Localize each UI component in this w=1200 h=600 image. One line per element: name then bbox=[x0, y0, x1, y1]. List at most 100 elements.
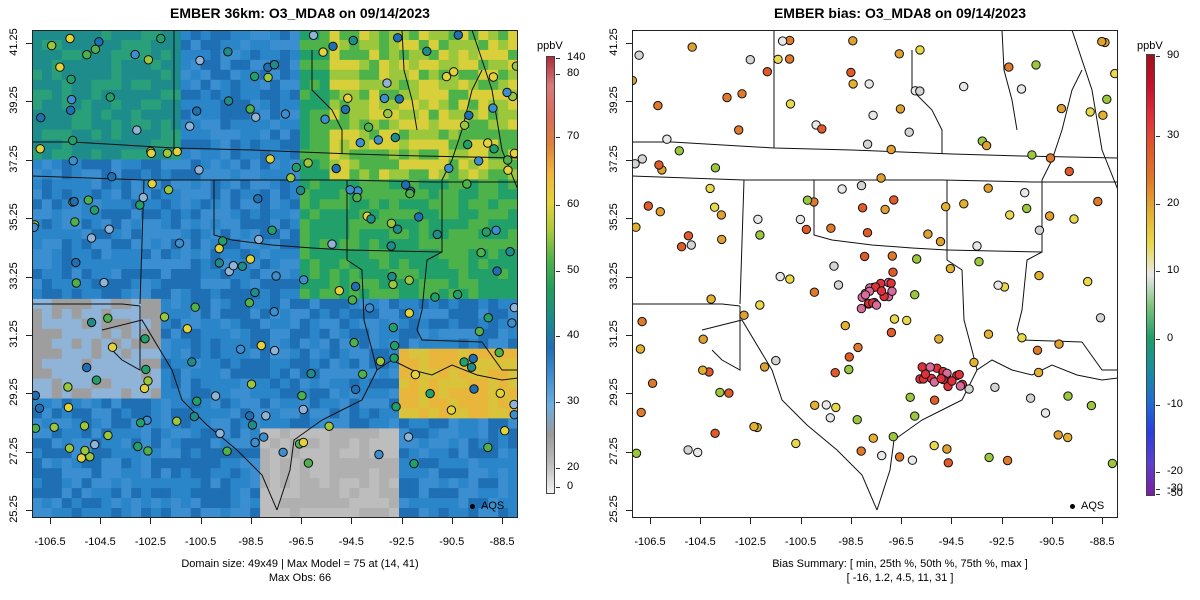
y-tick-label: 29.25 bbox=[8, 378, 20, 407]
y-tick-mark bbox=[626, 159, 632, 161]
bias-map bbox=[632, 30, 1118, 518]
y-tick-mark bbox=[26, 510, 32, 511]
colorbar-tick-label: 0 bbox=[1167, 332, 1174, 345]
colorbar-tick-label: 10 bbox=[1167, 263, 1180, 276]
y-tick-mark bbox=[26, 43, 32, 44]
y-tick-label: 25.25 bbox=[8, 495, 20, 523]
colorbar-tick-mark bbox=[1156, 339, 1160, 341]
colorbar-tick-mark bbox=[556, 204, 560, 206]
x-tick-mark bbox=[301, 518, 303, 524]
y-tick-mark bbox=[26, 218, 32, 220]
x-tick-label: -94.5 bbox=[938, 536, 964, 548]
model-grid-cells bbox=[32, 30, 518, 518]
bias-panel: EMBER bias: O3_MDA8 on 09/14/2023 41.25 3… bbox=[600, 0, 1200, 600]
y-tick-mark bbox=[626, 451, 632, 453]
x-tick-label: -100.5 bbox=[785, 536, 817, 548]
x-tick-mark bbox=[351, 518, 353, 524]
state-boundaries bbox=[32, 30, 518, 511]
colorbar-tick-label: 70 bbox=[567, 130, 580, 143]
model-ozone-map bbox=[32, 30, 518, 518]
y-tick-mark bbox=[626, 43, 632, 44]
colorbar-tick-mark bbox=[556, 137, 560, 139]
colorbar-tick-mark bbox=[1156, 493, 1160, 495]
colorbar-tick-mark bbox=[1156, 471, 1160, 473]
x-tick-mark bbox=[150, 518, 152, 524]
x-tick-label: -96.5 bbox=[888, 536, 914, 548]
colorbar-tick-label: 0 bbox=[567, 480, 574, 493]
x-tick-label: -106.5 bbox=[634, 536, 666, 548]
aqs-legend-label: AQS bbox=[1081, 500, 1105, 512]
colorbar-tick-mark bbox=[1156, 405, 1160, 407]
y-tick-label: 37.25 bbox=[8, 144, 20, 173]
x-tick-mark bbox=[951, 518, 953, 524]
bias-colorbar bbox=[1146, 54, 1155, 496]
y-tick-label: 41.25 bbox=[608, 28, 620, 56]
y-tick-label: 27.25 bbox=[8, 436, 20, 465]
y-tick-mark bbox=[26, 276, 32, 278]
x-tick-label: -98.5 bbox=[238, 536, 264, 548]
colorbar-tick-mark bbox=[556, 402, 560, 404]
colorbar-tick-label: 80 bbox=[567, 66, 580, 79]
high-bias-cluster bbox=[856, 277, 967, 392]
y-tick-label: 39.25 bbox=[608, 86, 620, 115]
colorbar-tick-label: 60 bbox=[567, 197, 580, 210]
x-tick-label: -92.5 bbox=[389, 536, 415, 548]
y-tick-mark bbox=[26, 101, 32, 103]
aqs-legend-label: AQS bbox=[481, 500, 505, 512]
x-tick-label: -90.5 bbox=[1039, 536, 1065, 548]
x-tick-label: -102.5 bbox=[734, 536, 767, 548]
model-grid-field bbox=[32, 30, 518, 518]
x-tick-mark bbox=[750, 518, 752, 524]
x-tick-label: -104.5 bbox=[684, 536, 716, 548]
x-tick-mark bbox=[800, 518, 802, 524]
x-tick-mark bbox=[502, 518, 503, 524]
x-tick-label: -100.5 bbox=[185, 536, 217, 548]
y-tick-mark bbox=[626, 101, 632, 103]
colorbar-tick-mark bbox=[1156, 56, 1160, 58]
colorbar-tick-mark bbox=[1156, 135, 1160, 137]
colorbar-tick-label: 20 bbox=[567, 460, 580, 473]
y-tick-mark bbox=[26, 451, 32, 453]
colorbar-tick-mark bbox=[1156, 204, 1160, 206]
colorbar-unit: ppbV bbox=[537, 40, 563, 52]
y-tick-mark bbox=[26, 393, 32, 395]
y-tick-mark bbox=[626, 218, 632, 220]
x-tick-mark bbox=[850, 518, 852, 524]
colorbar-tick-mark bbox=[556, 467, 560, 469]
panel-title: EMBER 36km: O3_MDA8 on 09/14/2023 bbox=[170, 5, 430, 21]
x-tick-label: -104.5 bbox=[84, 536, 116, 548]
y-tick-label: 33.25 bbox=[8, 261, 20, 290]
x-tick-label: -90.5 bbox=[439, 536, 465, 548]
max-obs-summary: Max Obs: 66 bbox=[268, 572, 332, 584]
colorbar-tick-label: -50 bbox=[1167, 486, 1183, 499]
y-tick-mark bbox=[626, 393, 632, 395]
y-tick-mark bbox=[26, 159, 32, 161]
aqs-legend: AQS bbox=[470, 500, 504, 512]
model-panel: EMBER 36km: O3_MDA8 on 09/14/2023 41.25 3… bbox=[8, 5, 585, 584]
x-tick-mark bbox=[451, 518, 453, 524]
x-tick-label: -96.5 bbox=[288, 536, 314, 548]
x-tick-mark bbox=[100, 518, 102, 524]
bias-site-markers bbox=[632, 35, 1118, 469]
x-tick-label: -92.5 bbox=[989, 536, 1015, 548]
colorbar-tick-label: -20 bbox=[1167, 464, 1183, 477]
panel-title: EMBER bias: O3_MDA8 on 09/14/2023 bbox=[773, 5, 1027, 21]
y-tick-mark bbox=[26, 334, 32, 336]
y-tick-label: 31.25 bbox=[608, 320, 620, 348]
y-tick-label: 35.25 bbox=[8, 203, 20, 231]
y-tick-label: 35.25 bbox=[608, 203, 620, 231]
y-tick-label: 41.25 bbox=[8, 28, 20, 56]
colorbar-tick-label: 90 bbox=[1167, 49, 1180, 62]
model-colorbar bbox=[546, 56, 555, 494]
colorbar-unit: ppbV bbox=[1137, 40, 1163, 52]
x-tick-mark bbox=[901, 518, 903, 524]
x-tick-mark bbox=[200, 518, 202, 524]
y-tick-label: 39.25 bbox=[8, 86, 20, 115]
y-tick-label: 37.25 bbox=[608, 144, 620, 173]
colorbar-tick-label: -30 bbox=[1167, 482, 1183, 495]
x-tick-label: -102.5 bbox=[134, 536, 167, 548]
x-tick-mark bbox=[401, 518, 403, 524]
x-tick-mark bbox=[650, 518, 651, 524]
x-tick-label: -88.5 bbox=[1089, 536, 1115, 548]
y-tick-label: 25.25 bbox=[608, 495, 620, 523]
